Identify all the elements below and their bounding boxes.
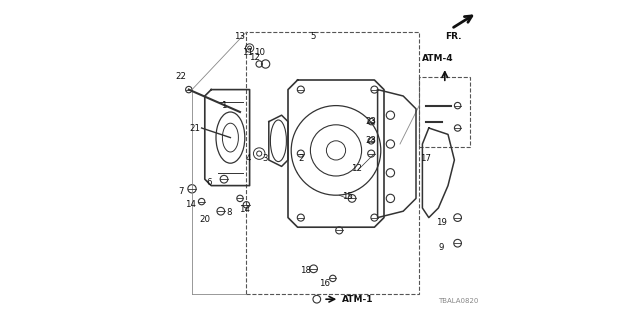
Text: 13: 13: [234, 32, 246, 41]
Text: 22: 22: [175, 72, 186, 81]
Text: FR.: FR.: [445, 32, 461, 41]
Text: 3: 3: [263, 154, 268, 163]
Text: 7: 7: [178, 188, 184, 196]
Text: 16: 16: [319, 279, 330, 288]
Text: 15: 15: [342, 192, 353, 201]
Text: 5: 5: [311, 32, 316, 41]
Text: 17: 17: [420, 154, 431, 163]
Text: 23: 23: [365, 117, 377, 126]
Text: 9: 9: [439, 244, 444, 252]
Text: 2: 2: [298, 154, 303, 163]
Text: 19: 19: [436, 218, 447, 227]
Text: 14: 14: [239, 205, 250, 214]
Text: 12: 12: [249, 53, 260, 62]
Text: 14: 14: [185, 200, 196, 209]
Text: 21: 21: [189, 124, 201, 132]
Text: 1: 1: [221, 101, 227, 110]
Text: ATM-4: ATM-4: [422, 54, 454, 63]
Text: 18: 18: [300, 266, 311, 275]
Text: ATM-1: ATM-1: [342, 295, 374, 304]
Text: TBALA0820: TBALA0820: [438, 298, 479, 304]
Text: 12: 12: [351, 164, 362, 172]
Text: 6: 6: [207, 178, 212, 187]
Text: 8: 8: [226, 208, 232, 217]
Text: 20: 20: [199, 215, 211, 224]
Text: 4: 4: [245, 154, 251, 163]
Text: 10: 10: [253, 48, 265, 57]
Text: 23: 23: [365, 136, 377, 145]
Text: 11: 11: [243, 48, 253, 57]
